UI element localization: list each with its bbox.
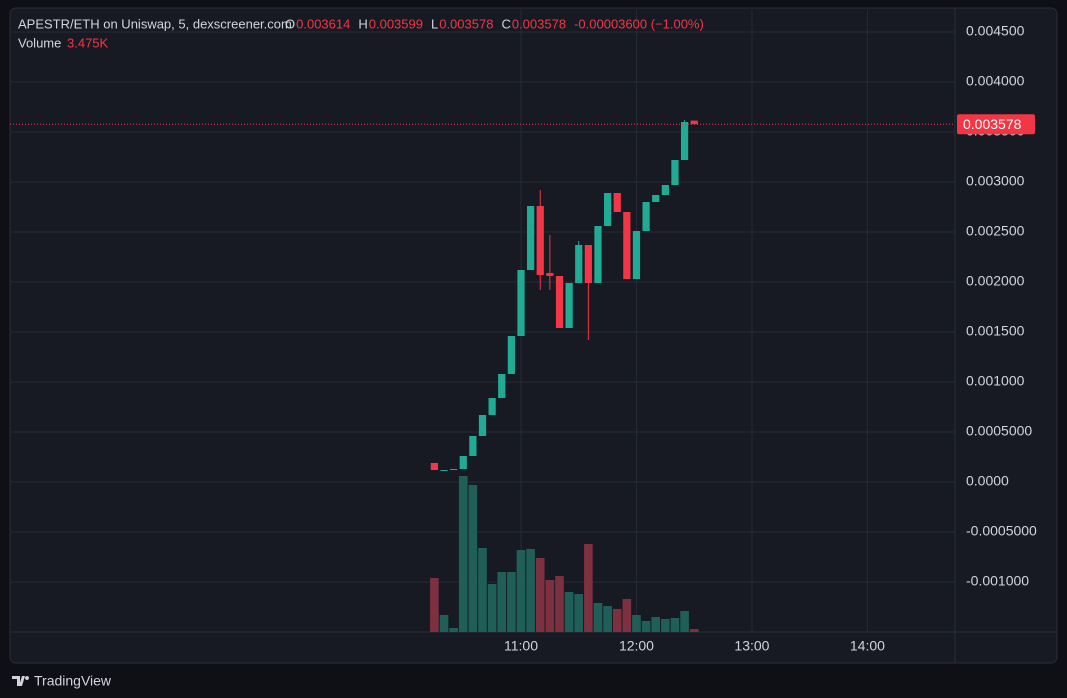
volume-bar	[612, 608, 622, 632]
y-tick-label: 0.001000	[966, 373, 1025, 389]
candle-body	[517, 270, 525, 336]
candle-body	[613, 193, 621, 212]
logo-icon	[12, 676, 30, 686]
tradingview-logo: TradingView	[12, 673, 112, 689]
volume-bar	[641, 620, 651, 632]
y-tick-label: 0.002500	[966, 223, 1025, 239]
volume-bar	[584, 544, 593, 632]
candle-body	[459, 456, 467, 469]
volume-bar	[458, 476, 468, 632]
legend-change: -0.00003600 (−1.00%)	[574, 16, 704, 31]
candle-body	[450, 469, 458, 470]
volume-bar	[430, 578, 439, 632]
legend-value: 0.003614	[296, 16, 350, 31]
volume-bar	[603, 606, 612, 632]
candle-body	[478, 415, 487, 436]
y-tick-label: 0.004000	[966, 73, 1025, 89]
legend-value: 0.003578	[512, 16, 566, 31]
candle-body	[565, 283, 573, 328]
legend-key: O	[285, 16, 295, 31]
volume-bar	[564, 592, 574, 632]
chart-title: APESTR/ETH on Uniswap, 5, dexscreener.co…	[18, 16, 292, 31]
legend-value: 0.003578	[439, 16, 493, 31]
volume-bar	[593, 602, 603, 632]
volume-bar	[526, 548, 535, 632]
volume-bar	[651, 616, 661, 632]
x-tick-label: 14:00	[850, 638, 885, 654]
y-tick-label: 0.004500	[966, 23, 1025, 39]
candle-body	[498, 374, 506, 398]
last-price-label: 0.003578	[963, 116, 1022, 132]
volume-bar	[680, 610, 689, 632]
candle-body	[661, 185, 669, 195]
x-tick-label: 13:00	[734, 638, 769, 654]
volume-bar	[439, 614, 449, 632]
candle-body	[584, 245, 592, 283]
chart-panel	[9, 7, 1058, 664]
volume-bar	[661, 618, 670, 632]
volume-bar	[574, 594, 584, 632]
volume-bar	[449, 628, 458, 632]
y-tick-label: -0.0005000	[966, 523, 1037, 539]
y-tick-label: 0.001500	[966, 323, 1025, 339]
candle-body	[680, 122, 689, 160]
volume-bar	[468, 484, 478, 632]
candle-body	[594, 226, 602, 283]
candle-body	[440, 470, 448, 471]
volume-title: Volume	[18, 35, 61, 50]
last-price-box	[957, 114, 1035, 135]
volume-bar	[487, 584, 497, 632]
candle-body	[690, 120, 698, 125]
legend-key: C	[501, 16, 510, 31]
legend-key: H	[358, 16, 367, 31]
candle-body	[555, 276, 564, 328]
candle-body	[623, 212, 631, 279]
candle-body	[430, 463, 438, 470]
volume-bar	[632, 614, 641, 632]
y-tick-label: -0.001000	[966, 573, 1029, 589]
volume-bar	[507, 572, 516, 632]
candle-body	[642, 202, 650, 231]
legend-key: L	[431, 16, 438, 31]
candle-body	[469, 436, 477, 456]
candle-body	[632, 231, 641, 279]
candle-body	[603, 193, 612, 226]
legend-value: 0.003599	[369, 16, 423, 31]
candle-body	[546, 273, 554, 276]
volume-last: 3.475K	[67, 35, 109, 50]
y-tick-label: 0.0005000	[966, 423, 1032, 439]
brand: TradingView	[34, 673, 112, 689]
candle-body	[671, 160, 679, 185]
x-tick-label: 12:00	[619, 638, 654, 654]
volume-bar	[622, 598, 632, 632]
volume-bar	[689, 628, 699, 632]
volume-bar	[555, 576, 564, 632]
volume-bar	[478, 548, 487, 632]
candle-body	[507, 336, 515, 374]
candle-body	[488, 398, 496, 415]
volume-bar	[535, 558, 545, 632]
candle-body	[536, 206, 544, 275]
y-tick-label: 0.002000	[966, 273, 1025, 289]
volume-bar	[545, 580, 555, 632]
y-tick-label: 0.003000	[966, 173, 1025, 189]
volume-bar	[497, 572, 507, 632]
volume-bar	[516, 550, 526, 632]
candle-body	[527, 206, 535, 270]
x-tick-label: 11:00	[504, 638, 538, 654]
candle-body	[575, 245, 583, 283]
volume-bar	[670, 618, 680, 632]
candle-body	[652, 195, 660, 202]
y-tick-label: 0.0000	[966, 473, 1009, 489]
